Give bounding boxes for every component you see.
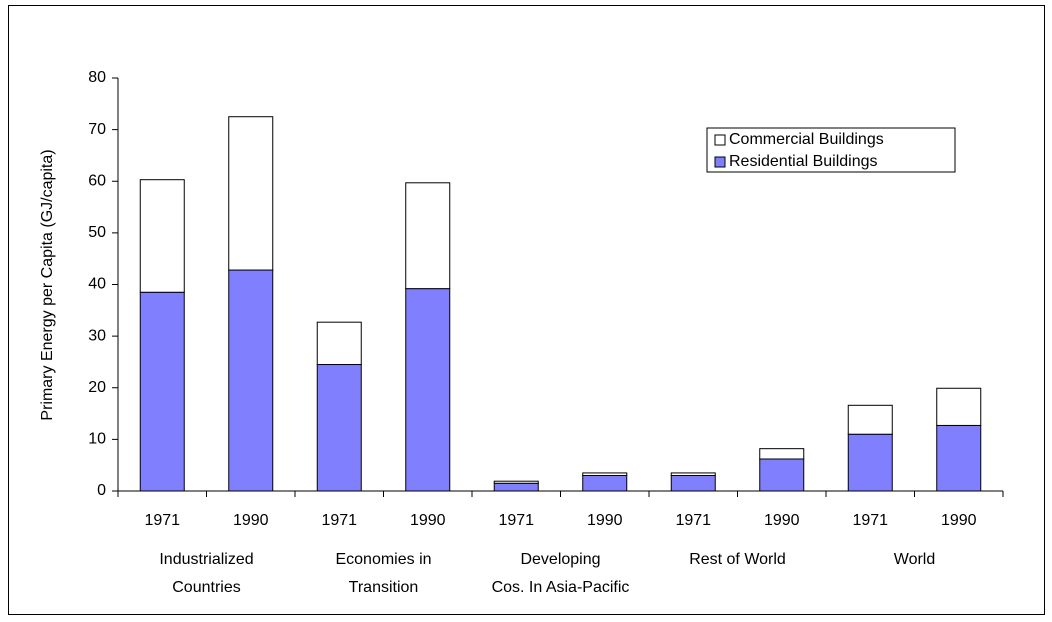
bar-segment — [493, 480, 539, 484]
y-tick-label: 50 — [88, 224, 106, 241]
bar-segment — [582, 472, 628, 477]
x-tick-label: 1990 — [410, 512, 446, 529]
bar-segment — [670, 472, 716, 477]
bar-segment — [405, 182, 451, 290]
bar-segment — [139, 291, 185, 492]
legend-label: Commercial Buildings — [729, 131, 884, 148]
x-tick-label: 1971 — [498, 512, 534, 529]
bar-segment — [847, 433, 893, 492]
bar-segment — [759, 458, 805, 492]
group-label: Rest of World — [689, 551, 786, 568]
bar-segment — [228, 269, 274, 492]
group-label: Industrialized — [159, 551, 253, 568]
x-tick-label: 1990 — [764, 512, 800, 529]
bar-segment — [316, 364, 362, 492]
x-tick-label: 1990 — [587, 512, 623, 529]
legend-box — [706, 127, 956, 173]
y-tick-label: 60 — [88, 172, 106, 189]
group-label: Transition — [349, 579, 419, 596]
y-tick-label: 0 — [97, 482, 106, 499]
y-tick-label: 70 — [88, 121, 106, 138]
x-tick-label: 1990 — [941, 512, 977, 529]
y-axis-label: Primary Energy per Capita (GJ/capita) — [39, 149, 56, 420]
bar-segment — [582, 475, 628, 492]
y-tick-label: 30 — [88, 327, 106, 344]
bar-segment — [405, 288, 451, 492]
group-label: Economies in — [335, 551, 431, 568]
bar-segment — [847, 404, 893, 435]
bar-segment — [316, 321, 362, 366]
group-label: Cos. In Asia-Pacific — [492, 579, 630, 596]
bar-segment — [759, 448, 805, 460]
bar-segment — [936, 424, 982, 492]
legend-label: Residential Buildings — [729, 153, 878, 170]
group-label: World — [894, 551, 936, 568]
y-tick-label: 20 — [88, 379, 106, 396]
x-tick-label: 1971 — [321, 512, 357, 529]
bar-segment — [228, 116, 274, 271]
group-label: Developing — [520, 551, 600, 568]
bar-segment — [139, 179, 185, 293]
x-tick-label: 1971 — [675, 512, 711, 529]
x-tick-label: 1990 — [233, 512, 269, 529]
legend-swatch — [714, 156, 726, 168]
y-tick-label: 80 — [88, 69, 106, 86]
y-tick-label: 40 — [88, 276, 106, 293]
group-label: Countries — [172, 579, 240, 596]
y-tick-label: 10 — [88, 431, 106, 448]
x-tick-label: 1971 — [144, 512, 180, 529]
bar-segment — [493, 482, 539, 492]
bar-segment — [936, 387, 982, 426]
legend-swatch — [714, 134, 726, 146]
bar-segment — [670, 475, 716, 492]
x-tick-label: 1971 — [852, 512, 888, 529]
